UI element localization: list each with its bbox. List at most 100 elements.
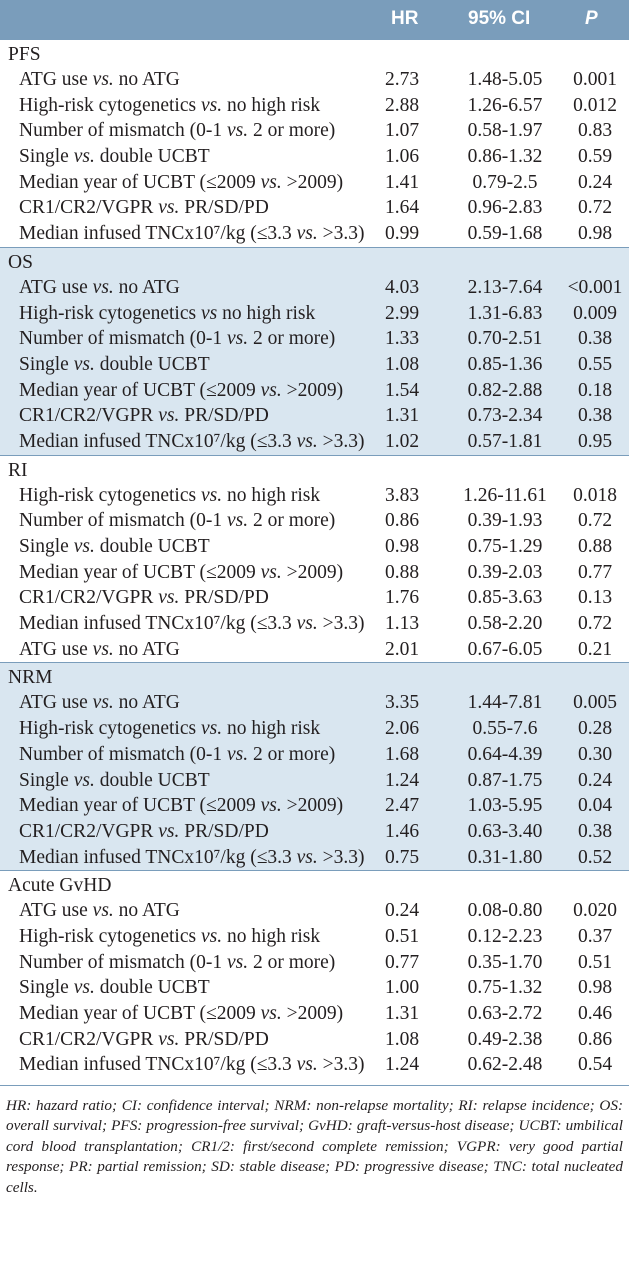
footnote-divider: [0, 1085, 629, 1087]
row-hr: 4.03: [384, 276, 420, 298]
row-hr: 1.33: [384, 328, 420, 350]
row-hr: 2.99: [384, 302, 420, 324]
row-ci: 0.58-1.97: [467, 120, 543, 142]
row-label: High-risk cytogenetics vs. no high risk: [19, 925, 321, 947]
row-label: CR1/CR2/VGPR vs. PR/SD/PD: [19, 197, 269, 219]
row-hr: 1.02: [384, 430, 420, 452]
row-label: CR1/CR2/VGPR vs. PR/SD/PD: [19, 820, 269, 842]
row-p: 0.04: [577, 795, 613, 817]
row-p: 0.88: [577, 536, 613, 557]
row-hr: 2.73: [384, 69, 420, 90]
table-row: ATG use vs. no ATG 3.35 1.44-7.81 0.005: [0, 690, 629, 716]
row-p: 0.37: [577, 925, 613, 947]
row-label: High-risk cytogenetics vs. no high risk: [19, 484, 321, 506]
row-p: 0.13: [577, 587, 613, 609]
row-ci: 0.86-1.32: [467, 146, 543, 168]
table-row: Median infused TNCx10⁷/kg (≤3.3 vs. >3.3…: [0, 429, 629, 455]
row-ci: 0.35-1.70: [467, 951, 543, 973]
section-title: RI: [8, 459, 28, 481]
row-ci: 1.26-6.57: [467, 94, 543, 116]
row-label: Median year of UCBT (≤2009 vs. >2009): [19, 795, 344, 817]
row-p: 0.46: [577, 1003, 613, 1024]
row-hr: 1.76: [384, 587, 420, 609]
row-ci: 0.85-3.63: [467, 587, 543, 609]
row-p: <0.001: [567, 276, 623, 298]
row-ci: 0.87-1.75: [467, 769, 543, 791]
table-row: CR1/CR2/VGPR vs. PR/SD/PD 1.08 0.49-2.38 0.…: [0, 1027, 629, 1053]
row-p: 0.98: [577, 223, 613, 245]
row-hr: 1.46: [384, 820, 420, 842]
row-p: 0.020: [573, 900, 617, 922]
table-row: Single vs. double UCBT 1.24 0.87-1.75 0.24: [0, 768, 629, 794]
row-label: Single vs. double UCBT: [19, 536, 210, 557]
table-row: CR1/CR2/VGPR vs. PR/SD/PD 1.76 0.85-3.63 0.…: [0, 585, 629, 611]
table-row: High-risk cytogenetics vs. no high risk 3…: [0, 483, 629, 509]
row-p: 0.51: [577, 951, 613, 973]
table-row: High-risk cytogenetics vs no high risk 2.…: [0, 301, 629, 327]
row-label: Median year of UCBT (≤2009 vs. >2009): [19, 171, 344, 193]
row-hr: 1.54: [384, 379, 420, 401]
row-ci: 0.85-1.36: [467, 353, 543, 375]
row-ci: 0.39-1.93: [467, 510, 543, 532]
table-row: Median year of UCBT (≤2009 vs. >2009) 1.5…: [0, 378, 629, 404]
row-label: Number of mismatch (0-1 vs. 2 or more): [19, 120, 336, 142]
table-row: Median infused TNCx10⁷/kg (≤3.3 vs. >3.3…: [0, 221, 629, 247]
table-row: CR1/CR2/VGPR vs. PR/SD/PD 1.46 0.63-3.40 0.…: [0, 819, 629, 845]
row-label: Median infused TNCx10⁷/kg (≤3.3 vs. >3.3…: [19, 613, 365, 635]
row-label: ATG use vs. no ATG: [19, 276, 180, 298]
row-hr: 1.64: [384, 197, 420, 219]
row-label: High-risk cytogenetics vs. no high risk: [19, 718, 321, 740]
row-ci: 0.12-2.23: [467, 925, 543, 947]
header-p: P: [585, 8, 598, 29]
row-hr: 0.86: [384, 510, 420, 532]
table-row: Single vs. double UCBT 1.00 0.75-1.32 0.98: [0, 975, 629, 1001]
row-hr: 1.08: [384, 353, 420, 375]
row-p: 0.95: [577, 430, 613, 452]
row-ci: 0.96-2.83: [467, 197, 543, 219]
row-p: 0.24: [577, 171, 613, 193]
row-ci: 0.08-0.80: [467, 900, 543, 922]
row-hr: 1.08: [384, 1028, 420, 1050]
header-hr: HR: [391, 8, 419, 29]
row-ci: 0.57-1.81: [467, 430, 543, 452]
row-hr: 1.06: [384, 146, 420, 168]
table-row: ATG use vs. no ATG 2.01 0.67-6.05 0.21: [0, 637, 629, 663]
row-label: Median infused TNCx10⁷/kg (≤3.3 vs. >3.3…: [19, 1054, 365, 1076]
section-acute-gvhd: Acute GvHD ATG use vs. no ATG 0.24 0.08-0.8…: [0, 870, 629, 1078]
row-hr: 1.41: [384, 171, 420, 193]
section-title: OS: [8, 251, 33, 273]
table-row: Number of mismatch (0-1 vs. 2 or more) 1.…: [0, 742, 629, 768]
row-label: Median infused TNCx10⁷/kg (≤3.3 vs. >3.3…: [19, 223, 365, 245]
row-ci: 1.31-6.83: [467, 302, 543, 324]
row-hr: 0.99: [384, 223, 420, 245]
row-ci: 1.48-5.05: [467, 69, 543, 90]
row-p: 0.21: [577, 638, 613, 660]
row-label: ATG use vs. no ATG: [19, 69, 180, 90]
table-row: Number of mismatch (0-1 vs. 2 or more) 1.…: [0, 326, 629, 352]
row-ci: 1.44-7.81: [467, 692, 543, 714]
row-hr: 1.31: [384, 405, 420, 427]
table-row: Single vs. double UCBT 1.06 0.86-1.32 0.59: [0, 144, 629, 170]
row-hr: 1.13: [384, 613, 420, 635]
table-row: Number of mismatch (0-1 vs. 2 or more) 1.…: [0, 118, 629, 144]
table-row: High-risk cytogenetics vs. no high risk 2…: [0, 716, 629, 742]
header-ci: 95% CI: [468, 8, 531, 29]
row-label: ATG use vs. no ATG: [19, 638, 180, 660]
row-label: CR1/CR2/VGPR vs. PR/SD/PD: [19, 1028, 269, 1050]
row-hr: 1.07: [384, 120, 420, 142]
row-label: CR1/CR2/VGPR vs. PR/SD/PD: [19, 405, 269, 427]
row-hr: 0.98: [384, 536, 420, 557]
row-p: 0.72: [577, 613, 613, 635]
row-label: Single vs. double UCBT: [19, 146, 210, 168]
row-label: ATG use vs. no ATG: [19, 900, 180, 922]
table-row: Median year of UCBT (≤2009 vs. >2009) 1.4…: [0, 170, 629, 196]
row-ci: 0.58-2.20: [467, 613, 543, 635]
row-label: Median infused TNCx10⁷/kg (≤3.3 vs. >3.3…: [19, 430, 365, 452]
row-ci: 0.75-1.29: [467, 536, 543, 557]
row-ci: 0.55-7.6: [472, 718, 538, 740]
row-ci: 0.49-2.38: [467, 1028, 543, 1050]
row-hr: 1.00: [384, 977, 420, 999]
row-p: 0.83: [577, 120, 613, 142]
row-p: 0.38: [577, 328, 613, 350]
row-p: 0.005: [573, 692, 617, 714]
